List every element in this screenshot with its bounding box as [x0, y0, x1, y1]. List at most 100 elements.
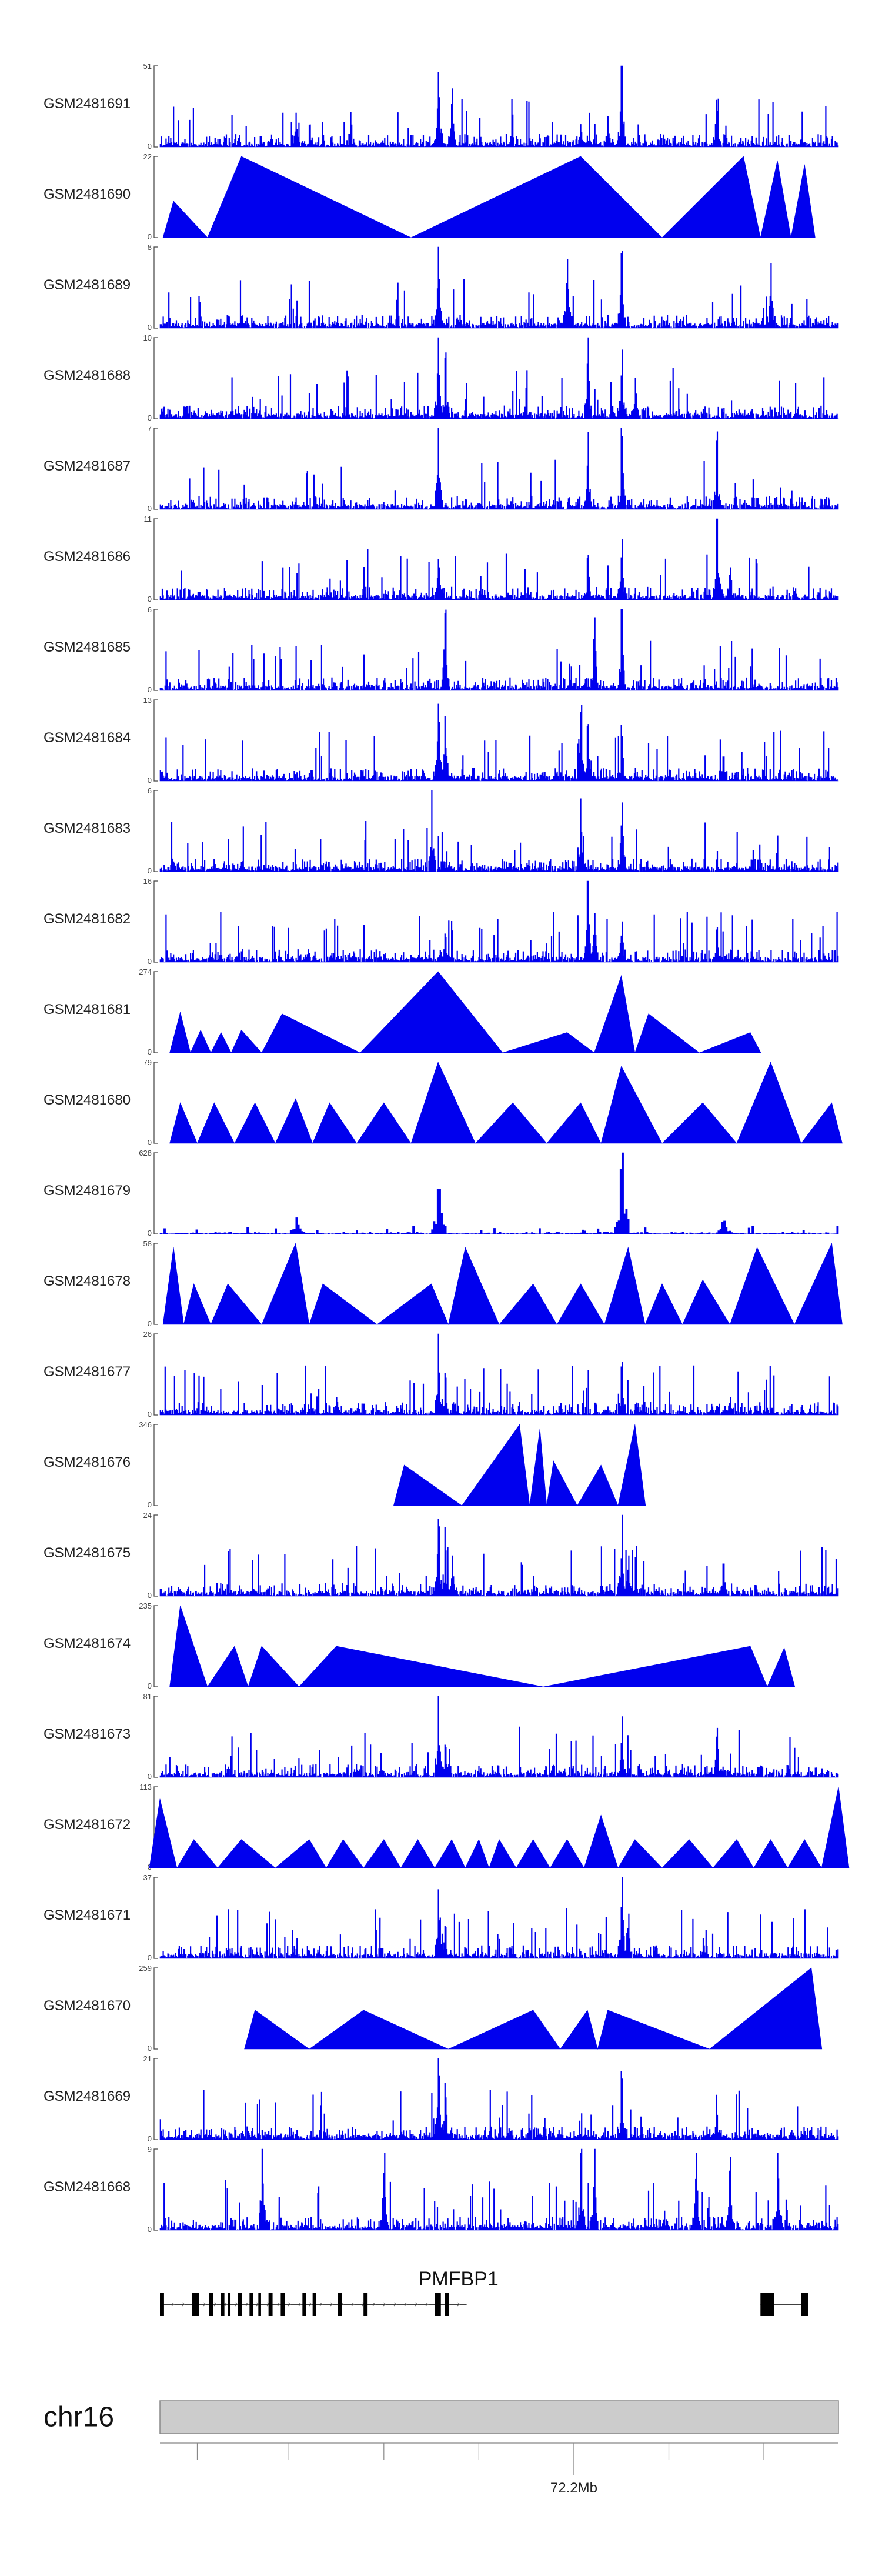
gene-exon: [249, 2293, 253, 2316]
y-tick-zero: 0: [148, 504, 152, 513]
coverage-area: [159, 246, 839, 329]
y-tick-zero: 0: [148, 1500, 152, 1509]
track-GSM2481676: GSM2481676 346 0: [44, 1420, 646, 1509]
coverage-area: [159, 880, 839, 963]
track-label: GSM2481670: [44, 1998, 131, 2014]
track-GSM2481691: GSM2481691 51 0: [44, 62, 839, 151]
track-label: GSM2481685: [44, 639, 131, 655]
coverage-area: [162, 156, 816, 238]
track-GSM2481689: GSM2481689 8 0: [44, 243, 839, 332]
y-tick-max: 16: [143, 877, 152, 886]
track-label: GSM2481687: [44, 458, 131, 474]
track-GSM2481681: GSM2481681 274 0: [44, 967, 761, 1056]
strand-chevron: [224, 2302, 228, 2307]
y-tick-max: 259: [139, 1964, 152, 1973]
coverage-area: [159, 1877, 839, 1959]
y-tick-max: 37: [143, 1873, 152, 1882]
y-tick-zero: 0: [148, 2225, 152, 2234]
gene-exon: [363, 2293, 368, 2316]
strand-chevron: [203, 2302, 206, 2307]
strand-chevron: [330, 2302, 333, 2307]
y-tick-max: 346: [139, 1420, 152, 1429]
gene-exon: [312, 2293, 316, 2316]
strand-chevron: [457, 2302, 460, 2307]
y-tick-max: 628: [139, 1149, 152, 1157]
y-tick-zero: 0: [148, 232, 152, 241]
coverage-area: [159, 65, 839, 148]
y-tick-max: 274: [139, 967, 152, 976]
y-tick-zero: 0: [148, 776, 152, 785]
coverage-area: [159, 790, 839, 872]
track-GSM2481672: GSM24816721130: [44, 1783, 850, 1871]
strand-chevron: [340, 2302, 344, 2307]
y-tick-zero: 0: [148, 1138, 152, 1147]
gene-exon: [801, 2293, 808, 2316]
strand-chevron: [415, 2302, 418, 2307]
y-tick-max: 10: [143, 333, 152, 342]
y-tick-zero: 0: [148, 957, 152, 966]
track-GSM2481690: GSM2481690 22 0: [44, 152, 816, 241]
y-axis: [153, 609, 158, 691]
y-tick-zero: 0: [148, 1047, 152, 1056]
track-GSM2481669: GSM2481669 21 0: [44, 2054, 839, 2143]
track-GSM2481678: GSM2481678 58 0: [44, 1239, 843, 1328]
track-GSM2481682: GSM2481682 16 0: [44, 877, 839, 966]
gene-exon: [280, 2293, 285, 2316]
coverage-area: [159, 1333, 839, 1416]
y-axis: [153, 1424, 158, 1506]
coverage-area: [393, 1424, 646, 1507]
track-label: GSM2481690: [44, 186, 131, 202]
y-tick-max: 113: [139, 1783, 152, 1791]
y-tick-max: 22: [143, 152, 152, 161]
y-tick-max: 9: [148, 2145, 152, 2154]
strand-chevron: [245, 2302, 249, 2307]
gene-exon: [220, 2293, 225, 2316]
coverage-area: [149, 1786, 850, 1868]
track-label: GSM2481677: [44, 1364, 131, 1380]
coverage-area: [159, 1696, 839, 1778]
track-label: GSM2481669: [44, 2088, 131, 2104]
track-GSM2481686: GSM2481686 11 0: [44, 515, 839, 603]
gene-exon: [445, 2293, 449, 2316]
y-tick-max: 21: [143, 2054, 152, 2063]
strand-chevron: [404, 2302, 407, 2307]
track-label: GSM2481683: [44, 820, 131, 836]
track-label: GSM2481672: [44, 1817, 131, 1833]
track-GSM2481687: GSM2481687 7 0: [44, 424, 839, 513]
track-GSM2481674: GSM2481674 235 0: [44, 1601, 796, 1690]
strand-chevron: [372, 2302, 376, 2307]
strand-chevron: [298, 2302, 302, 2307]
track-GSM2481688: GSM2481688 10 0: [44, 333, 839, 422]
track-label: GSM2481675: [44, 1545, 131, 1561]
gene-exon: [760, 2293, 774, 2316]
y-tick-max: 7: [148, 424, 152, 433]
y-tick-zero: 0: [148, 685, 152, 694]
track-label: GSM2481688: [44, 368, 131, 383]
y-tick-zero: 0: [148, 142, 152, 151]
track-label: GSM2481682: [44, 911, 131, 927]
y-tick-max: 6: [148, 786, 152, 795]
gene-exon: [268, 2293, 273, 2316]
y-axis: [153, 1514, 158, 1597]
y-axis: [153, 1152, 158, 1234]
strand-chevron: [277, 2302, 280, 2307]
coverage-area: [169, 1062, 843, 1144]
track-label: GSM2481673: [44, 1726, 131, 1742]
coverage-area: [159, 1152, 839, 1234]
y-tick-max: 51: [143, 62, 152, 71]
y-tick-zero: 0: [148, 323, 152, 332]
track-GSM2481673: GSM2481673 81 0: [44, 1692, 839, 1781]
gene-exon: [192, 2293, 199, 2316]
strand-chevron: [235, 2302, 238, 2307]
y-axis: [153, 971, 158, 1053]
y-tick-zero: 0: [148, 1772, 152, 1781]
coverage-area: [159, 2148, 839, 2231]
y-tick-max: 13: [143, 696, 152, 705]
coverage-area: [159, 2058, 839, 2140]
strand-chevron: [393, 2302, 397, 2307]
y-tick-zero: 0: [148, 1953, 152, 1962]
y-tick-max: 24: [143, 1511, 152, 1520]
y-tick-zero: 0: [148, 1410, 152, 1419]
gene-exon: [435, 2293, 441, 2316]
gene-name-label: PMFBP1: [419, 2268, 499, 2290]
